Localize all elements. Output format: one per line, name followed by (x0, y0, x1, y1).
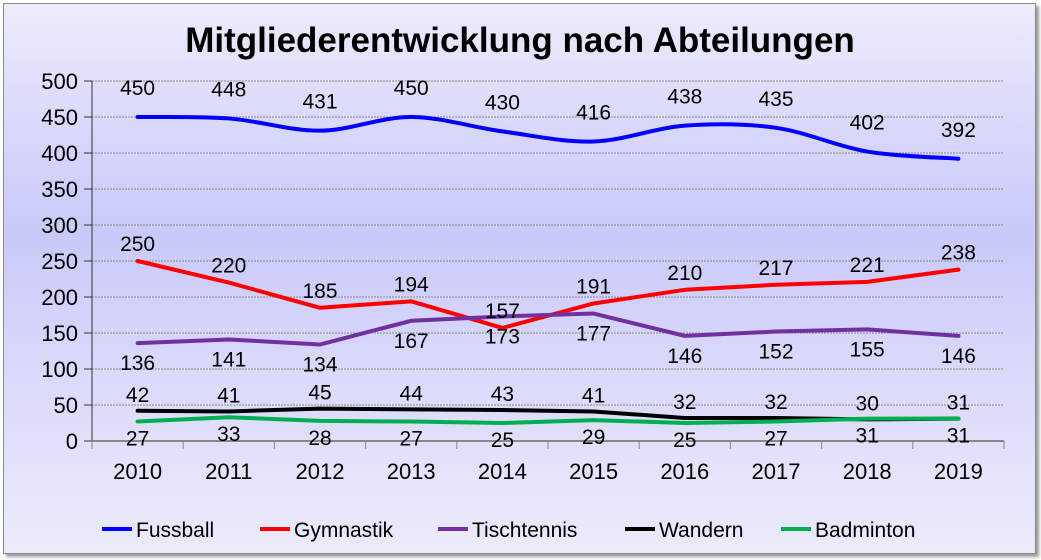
y-tick-label: 250 (41, 249, 78, 274)
y-tick-label: 0 (66, 429, 78, 454)
data-label: 41 (582, 384, 605, 407)
data-label: 29 (582, 426, 605, 449)
data-label: 173 (485, 325, 520, 348)
data-label: 31 (947, 425, 970, 448)
legend-item-gymnastik: Gymnastik (260, 519, 394, 542)
data-label: 155 (850, 338, 885, 361)
x-tick-label: 2010 (113, 459, 162, 484)
data-label: 392 (941, 119, 976, 142)
y-tick-label: 200 (41, 285, 78, 310)
chart-title: Mitgliederentwicklung nach Abteilungen (185, 21, 855, 60)
data-label: 32 (764, 391, 787, 414)
data-label: 185 (302, 280, 337, 303)
y-tick-label: 450 (41, 105, 78, 130)
data-label: 41 (217, 384, 240, 407)
data-label: 450 (120, 77, 155, 100)
data-label: 152 (758, 341, 793, 364)
x-tick-label: 2019 (934, 459, 983, 484)
data-label: 220 (211, 255, 246, 278)
series-lines (135, 114, 961, 425)
data-label: 25 (673, 429, 696, 452)
x-tick-label: 2017 (752, 459, 801, 484)
legend-item-fussball: Fussball (102, 519, 214, 542)
x-tick-label: 2011 (205, 459, 252, 484)
legend-item-badminton: Badminton (781, 519, 915, 542)
legend-item-wandern: Wandern (625, 519, 743, 542)
y-tick-label: 300 (41, 213, 78, 238)
data-label: 134 (302, 354, 337, 377)
data-label: 210 (667, 262, 702, 285)
data-label: 146 (941, 345, 976, 368)
data-label: 194 (394, 273, 429, 296)
y-tick-label: 350 (41, 177, 78, 202)
legend: Fussball Gymnastik Tischtennis Wandern Badmi… (102, 519, 915, 542)
y-tick-label: 500 (41, 69, 78, 94)
data-label: 167 (394, 330, 429, 353)
y-tick-label: 400 (41, 141, 78, 166)
data-label: 402 (850, 112, 885, 135)
data-label: 438 (667, 86, 702, 109)
series-line-gymnastik (135, 259, 961, 330)
chart-frame (3, 3, 1036, 554)
data-label: 221 (850, 254, 885, 277)
data-label: 435 (758, 88, 793, 111)
y-tick-label: 50 (54, 393, 78, 418)
data-label: 32 (673, 391, 696, 414)
data-label: 42 (126, 384, 149, 407)
x-tick-label: 2016 (660, 459, 709, 484)
data-label: 25 (491, 429, 514, 452)
data-label: 136 (120, 352, 155, 375)
data-label: 431 (302, 91, 337, 114)
x-tick-label: 2012 (296, 459, 345, 484)
legend-label: Fussball (136, 519, 214, 542)
series-line-badminton (135, 415, 961, 425)
series-line-fussball (135, 114, 961, 161)
data-label: 430 (485, 91, 520, 114)
data-label: 141 (211, 348, 246, 371)
data-label: 27 (400, 428, 423, 451)
legend-item-tischtennis: Tischtennis (438, 519, 577, 542)
data-label: 28 (308, 427, 331, 450)
legend-label: Wandern (659, 519, 743, 542)
data-label: 27 (126, 428, 149, 451)
data-label: 416 (576, 101, 611, 124)
data-label: 157 (485, 300, 520, 323)
series-line-tischtennis (135, 311, 961, 347)
x-tick-label: 2018 (843, 459, 892, 484)
data-label: 44 (400, 382, 424, 405)
x-tick-label: 2013 (387, 459, 436, 484)
data-label: 146 (667, 345, 702, 368)
data-label: 45 (308, 382, 331, 405)
data-label: 250 (120, 233, 155, 256)
legend-label: Badminton (815, 519, 915, 542)
x-tick-label: 2014 (478, 459, 527, 484)
data-label: 217 (758, 257, 793, 280)
data-labels: 450 448 431 450 430 416 438 435 402 392 250 220 185 1… (120, 77, 976, 452)
x-tick-label: 2015 (569, 459, 618, 484)
data-label: 450 (394, 77, 429, 100)
gridlines (92, 80, 1004, 406)
data-label: 31 (947, 392, 970, 415)
data-label: 177 (576, 323, 611, 346)
data-label: 238 (941, 242, 976, 265)
data-label: 448 (211, 78, 246, 101)
data-label: 30 (856, 392, 879, 415)
y-tick-label: 100 (41, 357, 78, 382)
data-label: 27 (764, 428, 787, 451)
y-tick-label: 150 (41, 321, 78, 346)
axes: 0 50 100 150 200 250 300 350 400 450 500 2010 2011 20… (41, 69, 1005, 484)
legend-label: Gymnastik (294, 519, 394, 542)
legend-label: Tischtennis (472, 519, 577, 542)
data-label: 31 (856, 425, 879, 448)
data-label: 43 (491, 383, 514, 406)
data-label: 191 (576, 275, 611, 298)
data-label: 33 (217, 423, 240, 446)
